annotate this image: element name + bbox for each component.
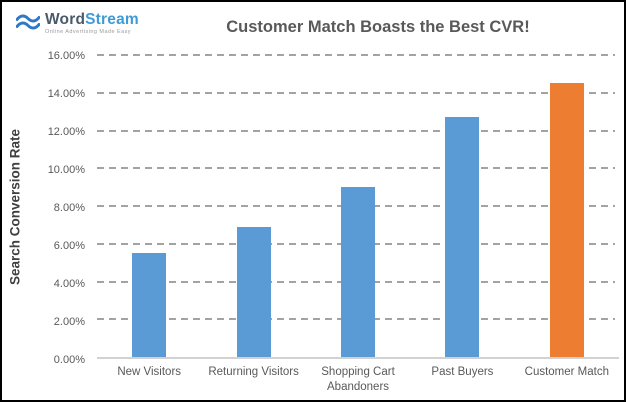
y-tick-label: 12.00% xyxy=(47,126,85,138)
y-tick-labels: 0.00% 2.00% 4.00% 6.00% 8.00% 10.00% 12.00% 14.… xyxy=(2,50,91,366)
chart-title: Customer Match Boasts the Best CVR! xyxy=(226,18,530,36)
bar-returning-visitors xyxy=(236,226,271,357)
y-tick-label: 4.00% xyxy=(53,278,85,290)
bar-customer-match xyxy=(549,83,584,357)
y-tick-label: 6.00% xyxy=(53,240,85,252)
y-tick-label: 2.00% xyxy=(53,316,85,328)
x-axis-label: Customer Match xyxy=(524,366,609,378)
logo-word: Word xyxy=(45,11,86,28)
gridline xyxy=(97,54,615,56)
logo-brand-name: WordStream xyxy=(45,11,139,28)
gridline xyxy=(97,167,615,170)
wordstream-logo: WordStream Online Advertising Made Easy xyxy=(15,11,139,36)
y-tick-label: 8.00% xyxy=(53,202,85,214)
y-tick-label: 10.00% xyxy=(47,164,85,176)
plot-area xyxy=(97,54,619,359)
x-axis-label: Shopping Cart Abandoners xyxy=(321,366,395,393)
x-axis-label: New Visitors xyxy=(117,366,182,378)
logo-tagline: Online Advertising Made Easy xyxy=(45,29,131,36)
x-axis-label: Past Buyers xyxy=(431,366,494,378)
y-tick-label: 14.00% xyxy=(47,88,85,100)
logo-stream: Stream xyxy=(85,11,139,28)
wave-icon xyxy=(15,14,41,36)
gridline xyxy=(97,129,615,132)
gridline xyxy=(97,91,615,94)
bar-shopping-cart-abandoners xyxy=(341,187,375,357)
bar-past-buyers xyxy=(445,117,480,357)
x-axis-label: Returning Visitors xyxy=(208,366,299,378)
bar-new-visitors xyxy=(132,253,167,357)
logo-text: WordStream Online Advertising Made Easy xyxy=(45,11,139,35)
y-tick-label: 0.00% xyxy=(53,354,85,366)
y-tick-label: 16.00% xyxy=(47,50,85,62)
x-axis-labels: New Visitors Returning Visitors Shopping C… xyxy=(97,365,619,395)
